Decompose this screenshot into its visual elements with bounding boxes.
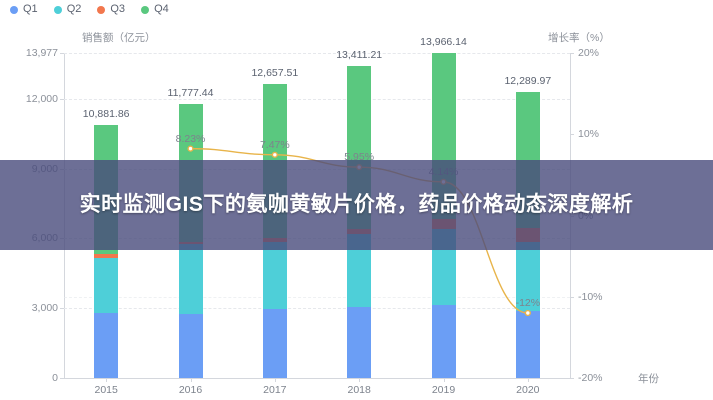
legend-dot-icon — [97, 5, 106, 14]
y-axis-right-title: 增长率（%） — [548, 32, 610, 44]
x-axis-tickmark — [359, 378, 361, 382]
legend-dot-icon — [10, 5, 18, 14]
bar-value-label: 12,657.51 — [251, 66, 299, 79]
bar-value-label: 13,966.14 — [420, 36, 467, 49]
bar-segment-q1[interactable] — [515, 311, 540, 378]
legend-item-q4[interactable]: Q4 — [141, 4, 169, 15]
legend-item-label: Q4 — [154, 3, 169, 15]
y-axis-left-tickmark — [60, 308, 64, 310]
legend-item-label: Q2 — [66, 3, 82, 15]
bar-segment-q3[interactable] — [94, 254, 119, 259]
x-axis-line — [64, 378, 570, 379]
bar-value-label: 13,411.21 — [336, 49, 383, 62]
y-axis-right-tickmark — [570, 296, 574, 298]
x-axis-tick-label: 2017 — [263, 384, 287, 396]
y-axis-right-tick-label: 20% — [578, 47, 600, 59]
bar-segment-q1[interactable] — [347, 307, 372, 378]
growth-rate-point[interactable] — [524, 309, 531, 317]
growth-rate-point[interactable] — [187, 145, 194, 152]
y-axis-left-tickmark — [60, 98, 64, 100]
bar-segment-q2[interactable] — [515, 241, 540, 312]
y-axis-left-tick-label: 12,000 — [25, 92, 58, 105]
gridline — [64, 98, 570, 100]
y-axis-right-tickmark — [570, 53, 574, 54]
bar-value-label: 10,881.86 — [82, 107, 130, 120]
y-axis-left-tick-label: 0 — [52, 372, 58, 384]
x-axis-tickmark — [527, 378, 529, 382]
x-axis-tick-label: 2019 — [431, 384, 456, 396]
legend-item-label: Q3 — [110, 3, 126, 15]
y-axis-right-tick-label: -20% — [578, 372, 603, 384]
bar-value-label: 11,777.44 — [167, 87, 214, 100]
legend-dot-icon — [53, 5, 62, 14]
bar-segment-q1[interactable] — [178, 314, 203, 378]
overlay-title: 实时监测GIS下的氨咖黄敏片价格，药品价格动态深度解析 — [79, 192, 634, 216]
gridline — [64, 296, 570, 298]
x-axis-tick-label: 2020 — [516, 384, 540, 396]
y-axis-right-tick-label: -10% — [578, 290, 603, 303]
bar-segment-q1[interactable] — [431, 304, 456, 378]
y-axis-left-tickmark — [60, 378, 64, 379]
growth-rate-label: 8.23% — [175, 132, 206, 145]
y-axis-right-tick-label: 10% — [578, 128, 600, 141]
x-axis-tickmark — [190, 378, 192, 382]
x-axis-tickmark — [443, 378, 445, 382]
bar-segment-q2[interactable] — [262, 241, 287, 310]
legend-dot-icon — [141, 5, 150, 14]
bar-segment-q2[interactable] — [94, 258, 119, 313]
y-axis-left-tick-label: 13,977 — [25, 47, 58, 59]
y-axis-left-tickmark — [60, 53, 64, 54]
gridline — [64, 53, 570, 54]
legend-item-q3[interactable]: Q3 — [97, 4, 125, 15]
x-axis-tick-label: 2016 — [178, 384, 203, 396]
y-axis-right-tickmark — [570, 378, 574, 379]
gridline — [64, 308, 570, 310]
x-axis-title: 年份 — [638, 373, 659, 385]
growth-rate-point[interactable] — [271, 151, 278, 158]
chart-legend: Q1 Q2 Q3 Q4 — [10, 4, 169, 15]
bar-segment-q2[interactable] — [178, 244, 203, 315]
x-axis-tick-label: 2018 — [347, 384, 371, 396]
legend-item-q1[interactable]: Q1 — [10, 4, 38, 15]
bar-value-label: 12,289.97 — [504, 75, 552, 88]
legend-item-q2[interactable]: Q2 — [53, 3, 82, 15]
y-axis-left-title: 销售额（亿元） — [82, 32, 156, 44]
legend-item-label: Q1 — [23, 3, 38, 15]
growth-rate-label: -12% — [515, 297, 541, 309]
growth-rate-label: 7.47% — [259, 138, 290, 151]
overlay-banner: 实时监测GIS下的氨咖黄敏片价格，药品价格动态深度解析 — [0, 160, 713, 250]
y-axis-right-tickmark — [570, 134, 574, 136]
y-axis-left-tick-label: 3,000 — [31, 302, 58, 315]
x-axis-tickmark — [106, 378, 108, 382]
bar-segment-q1[interactable] — [94, 312, 119, 378]
x-axis-tickmark — [274, 378, 276, 382]
x-axis-tick-label: 2015 — [94, 384, 118, 396]
bar-segment-q1[interactable] — [262, 309, 287, 378]
